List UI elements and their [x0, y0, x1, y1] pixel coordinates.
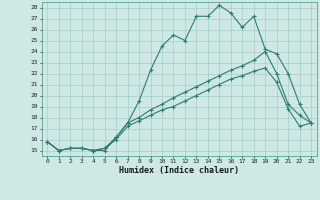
X-axis label: Humidex (Indice chaleur): Humidex (Indice chaleur): [119, 166, 239, 175]
